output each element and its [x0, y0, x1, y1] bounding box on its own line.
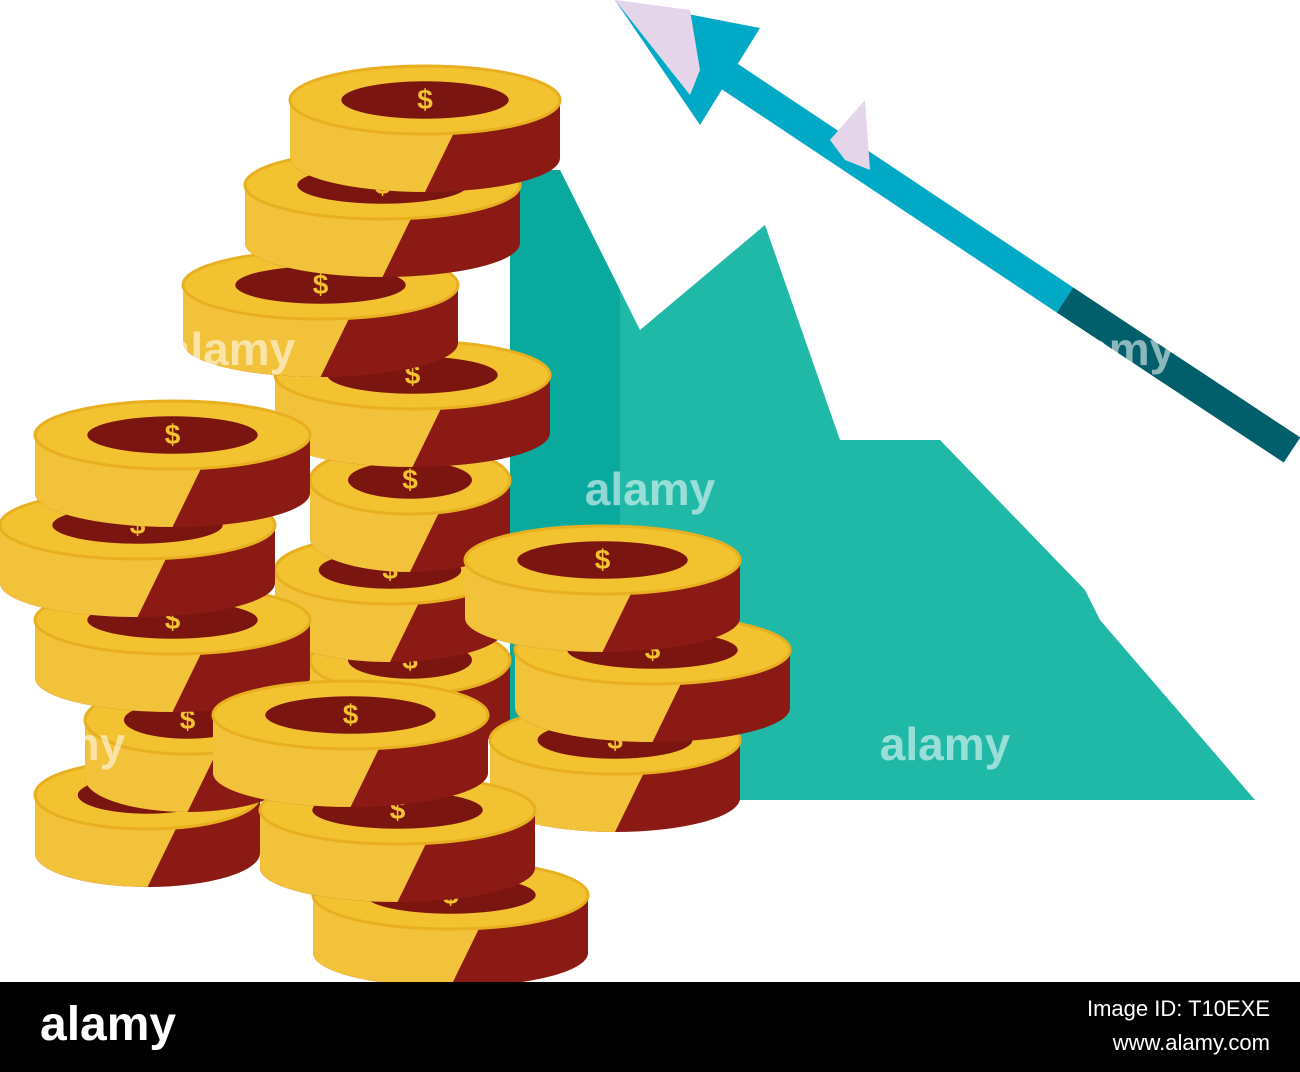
- coin-inner: [517, 541, 688, 579]
- coin-symbol: $: [313, 269, 329, 300]
- watermark: alamy: [1045, 323, 1176, 375]
- coin-inner: [348, 461, 472, 499]
- footer-logo: alamy: [40, 998, 176, 1051]
- coin-inner: [341, 81, 509, 119]
- coin-symbol: $: [402, 464, 418, 495]
- coin-symbol: $: [417, 84, 433, 115]
- coin-symbol: $: [595, 544, 611, 575]
- arrow-head-light: [615, 0, 700, 95]
- coins: $$$$$$$$$$$$$$$$$$: [0, 64, 792, 987]
- watermark: alamy: [165, 323, 296, 375]
- watermark: alamy: [585, 463, 716, 515]
- watermark: alamy: [880, 718, 1011, 770]
- coin-inner: [87, 416, 258, 454]
- watermark: alamy: [0, 718, 126, 770]
- url: www.alamy.com: [1112, 1030, 1270, 1055]
- arrow-break: [830, 100, 870, 170]
- footer-bar: [0, 982, 1300, 1072]
- image-id: Image ID: T10EXE: [1087, 996, 1270, 1021]
- coin-symbol: $: [165, 419, 181, 450]
- coin-inner: [265, 696, 436, 734]
- arrow-shaft: [711, 57, 1074, 313]
- coin-symbol: $: [343, 699, 359, 730]
- arrow-tail: [1056, 287, 1300, 463]
